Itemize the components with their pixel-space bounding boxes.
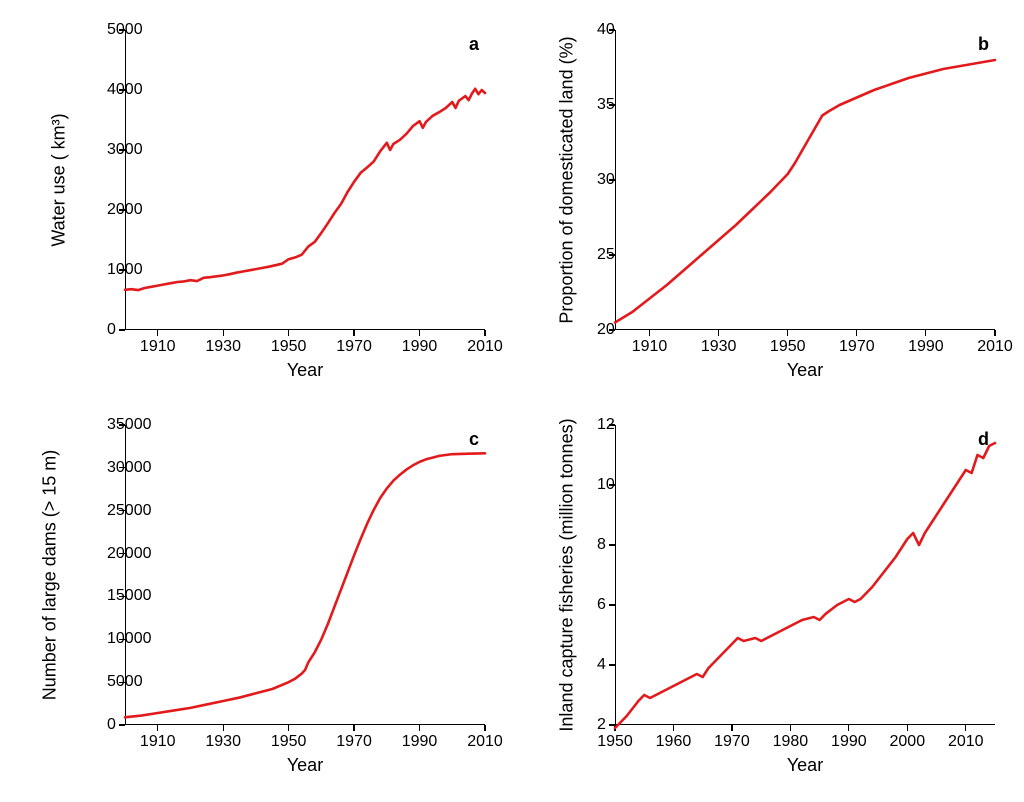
y-tick-label: 20000 (107, 545, 111, 563)
figure-root: 1910193019501970199020100100020003000400… (0, 0, 1024, 802)
x-tick (649, 330, 650, 336)
x-axis-label: Year (787, 755, 823, 776)
x-tick-label: 1930 (205, 733, 241, 751)
x-tick-label: 1950 (271, 733, 307, 751)
x-tick-label: 1930 (205, 338, 241, 356)
x-tick-label: 1960 (656, 733, 692, 751)
y-tick-label: 3000 (107, 141, 111, 159)
panel-c: 1910 1930 1950 1970 1990 2010 0 5000 10000 15000 2… (30, 415, 500, 785)
x-tick-label: 1910 (140, 338, 176, 356)
y-axis-label: Number of large dams (> 15 m) (40, 450, 61, 701)
y-tick-label: 10 (597, 476, 601, 494)
x-tick (484, 330, 485, 336)
x-tick (419, 330, 420, 336)
y-tick-label: 5000 (107, 673, 111, 691)
y-tick-label: 15000 (107, 587, 111, 605)
x-axis-label: Year (787, 360, 823, 381)
y-tick-label: 25 (597, 246, 601, 264)
x-tick-label: 1970 (714, 733, 750, 751)
x-tick-label: 1910 (632, 338, 668, 356)
y-tick-label: 5000 (107, 21, 111, 39)
y-tick-label: 1000 (107, 261, 111, 279)
x-tick-label: 2010 (467, 338, 503, 356)
y-tick-label: 6 (597, 596, 601, 614)
plot-area-a: 1910193019501970199020100100020003000400… (125, 30, 485, 330)
y-tick-label: 35 (597, 96, 601, 114)
panel-d: 1950 1960 1970 1980 1990 2000 2010 2 4 6 8 10 12 Year… (540, 415, 1010, 785)
x-tick (718, 330, 719, 336)
x-axis-label: Year (287, 755, 323, 776)
x-tick-label: 1990 (402, 338, 438, 356)
y-axis-label: Proportion of domesticated land (%) (557, 36, 578, 323)
x-tick (484, 725, 485, 731)
y-tick-label: 4000 (107, 81, 111, 99)
y-tick-label: 30000 (107, 459, 111, 477)
plot-area-c: 1910193019501970199020100500010000150002… (125, 425, 485, 725)
y-tick-label: 12 (597, 416, 601, 434)
y-tick-label: 2000 (107, 201, 111, 219)
x-tick (848, 725, 849, 731)
x-tick (731, 725, 732, 731)
x-tick-label: 1950 (770, 338, 806, 356)
y-axis-label: Inland capture fisheries (million tonnes… (557, 418, 578, 731)
x-tick-label: 2010 (948, 733, 984, 751)
x-tick (223, 330, 224, 336)
plot-area-d: 195019601970198019902000201024681012Year… (615, 425, 995, 725)
x-tick-label: 1930 (701, 338, 737, 356)
x-tick (353, 330, 354, 336)
x-tick-label: 1970 (839, 338, 875, 356)
x-tick (353, 725, 354, 731)
x-tick-label: 1980 (773, 733, 809, 751)
y-axis-label: Water use ( km³) (49, 113, 70, 246)
x-tick (925, 330, 926, 336)
x-tick-label: 1990 (908, 338, 944, 356)
plot-area-b: 1910193019501970199020102025303540YearPr… (615, 30, 995, 330)
x-tick (994, 330, 995, 336)
x-tick-label: 2010 (977, 338, 1013, 356)
series-line-a (125, 30, 485, 330)
x-tick (790, 725, 791, 731)
series-line-d (615, 425, 995, 725)
x-tick-label: 1970 (336, 338, 372, 356)
x-tick (288, 725, 289, 731)
y-tick-label: 40 (597, 21, 601, 39)
x-tick-label: 1910 (140, 733, 176, 751)
y-tick-label: 20 (597, 321, 601, 339)
y-tick-label: 35000 (107, 416, 111, 434)
x-tick-label: 2000 (890, 733, 926, 751)
x-tick (419, 725, 420, 731)
x-tick-label: 1950 (271, 338, 307, 356)
x-tick (157, 330, 158, 336)
y-tick-label: 0 (107, 321, 111, 339)
x-tick (223, 725, 224, 731)
y-tick-label: 10000 (107, 630, 111, 648)
x-tick-label: 1990 (402, 733, 438, 751)
y-tick-label: 0 (107, 716, 111, 734)
x-tick-label: 1970 (336, 733, 372, 751)
x-tick (157, 725, 158, 731)
panel-a: 1910 1930 1950 1970 1990 2010 0 1000 2000 3000 400… (30, 20, 500, 390)
y-tick-label: 25000 (107, 502, 111, 520)
series-line-b (615, 30, 995, 330)
panel-b: 1910 1930 1950 1970 1990 2010 20 25 30 35 40 Year Pr… (540, 20, 1010, 390)
x-tick-label: 1950 (597, 733, 633, 751)
series-line-c (125, 425, 485, 725)
x-tick (288, 330, 289, 336)
x-axis-label: Year (287, 360, 323, 381)
x-tick (787, 330, 788, 336)
y-tick-label: 2 (597, 716, 601, 734)
x-tick-label: 2010 (467, 733, 503, 751)
x-tick (856, 330, 857, 336)
y-tick-label: 30 (597, 171, 601, 189)
x-tick-label: 1990 (831, 733, 867, 751)
x-tick (673, 725, 674, 731)
x-tick (965, 725, 966, 731)
y-tick-label: 4 (597, 656, 601, 674)
x-tick (907, 725, 908, 731)
y-tick-label: 8 (597, 536, 601, 554)
